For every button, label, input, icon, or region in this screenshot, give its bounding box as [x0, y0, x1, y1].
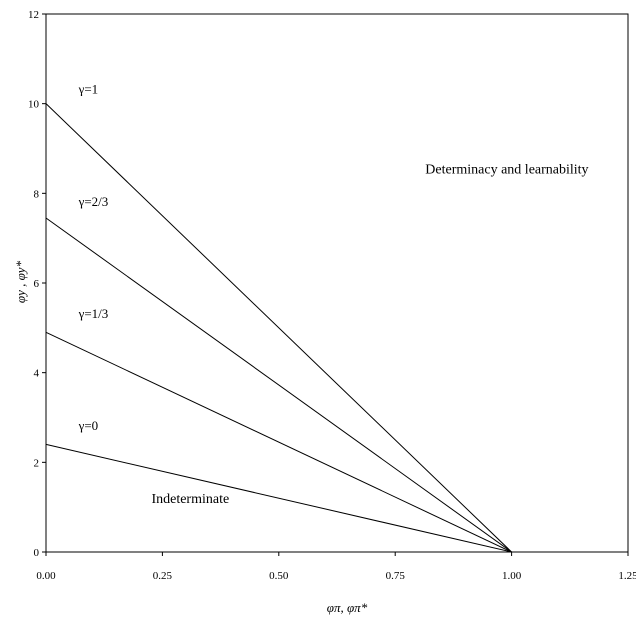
- series-label-2: γ=1/3: [78, 306, 109, 321]
- x-tick-label: 1.25: [618, 570, 636, 582]
- x-tick-label: 1.00: [502, 570, 522, 582]
- y-tick-label: 6: [34, 278, 40, 290]
- series-line-3: [45, 443, 512, 553]
- series-labels: γ=1 γ=2/3 γ=1/3 γ=0: [78, 82, 109, 433]
- series-label-1: γ=2/3: [78, 194, 109, 209]
- series-line-2: [45, 331, 512, 553]
- y-tick-label: 4: [34, 368, 40, 380]
- y-tick-label: 10: [28, 99, 40, 111]
- y-tick-label: 12: [28, 9, 39, 21]
- series-label-3: γ=0: [78, 418, 99, 433]
- y-tick-label: 2: [34, 457, 40, 469]
- x-tick-label: 0.50: [269, 570, 289, 582]
- x-axis-title-group: φπ, φπ*: [327, 600, 368, 615]
- annotations: Determinacy and learnability Indeterminat…: [151, 163, 588, 508]
- y-axis-title: φy , φy*: [13, 260, 28, 303]
- x-axis: 0.00 0.25 0.50 0.75 1.00 1.25: [36, 552, 636, 582]
- series-line-0: [45, 103, 512, 553]
- y-tick-label: 0: [34, 547, 40, 559]
- x-tick-label: 0.75: [386, 570, 406, 582]
- series-label-0: γ=1: [78, 82, 99, 97]
- x-tick-label: 0.00: [36, 570, 56, 582]
- series-line-1: [45, 217, 512, 553]
- y-tick-label: 8: [34, 188, 40, 200]
- x-tick-label: 0.25: [153, 570, 173, 582]
- x-axis-title: φπ, φπ*: [327, 600, 368, 615]
- y-axis: 0 2 4 6 8 10 12: [28, 9, 46, 559]
- y-axis-title-group: φy , φy*: [13, 260, 28, 303]
- annotation-1: Indeterminate: [151, 492, 229, 507]
- series-lines: [45, 103, 512, 553]
- annotation-0: Determinacy and learnability: [425, 163, 588, 178]
